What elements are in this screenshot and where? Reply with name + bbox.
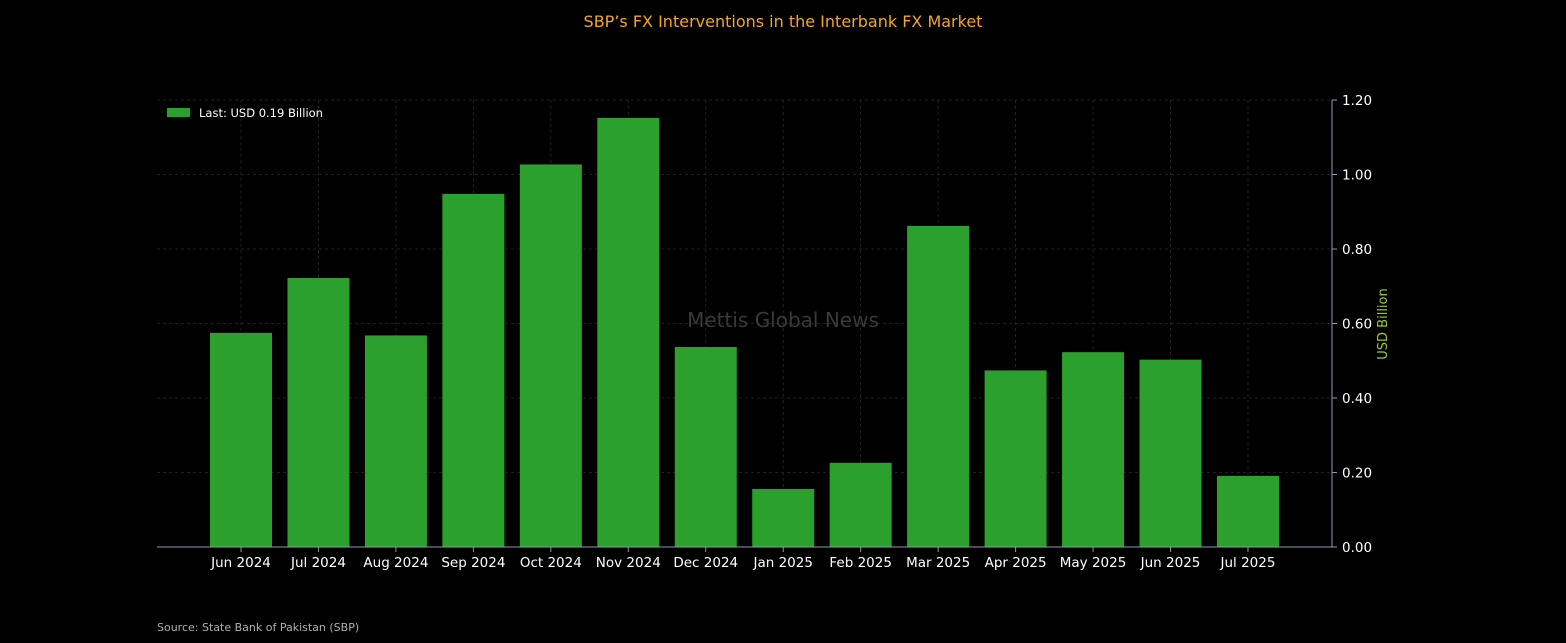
- x-tick-label: Jan 2025: [752, 555, 812, 571]
- x-tick-label: Jul 2024: [290, 555, 346, 571]
- watermark: Mettis Global News: [687, 308, 879, 332]
- bar: [984, 370, 1047, 547]
- x-tick-label: Feb 2025: [829, 555, 892, 571]
- x-tick-label: Sep 2024: [441, 555, 505, 571]
- x-tick-label: Dec 2024: [673, 555, 738, 571]
- y-tick-label: 1.00: [1342, 168, 1372, 184]
- bar: [519, 164, 582, 547]
- bar: [442, 193, 505, 547]
- bar: [287, 278, 350, 547]
- axes: [157, 99, 1337, 552]
- bar: [364, 335, 427, 547]
- legend: Last: USD 0.19 Billion: [167, 106, 323, 120]
- legend-label: Last: USD 0.19 Billion: [199, 106, 323, 120]
- y-tick-label: 0.20: [1342, 466, 1372, 482]
- bar: [752, 488, 815, 547]
- y-tick-label: 1.20: [1342, 93, 1372, 109]
- bar: [1216, 475, 1279, 547]
- x-tick-label: May 2025: [1060, 555, 1127, 571]
- x-tick-label: Nov 2024: [596, 555, 661, 571]
- x-tick-label: Apr 2025: [985, 555, 1047, 571]
- x-tick-label: Jul 2025: [1220, 555, 1276, 571]
- y-axis-label: USD Billion: [1376, 288, 1391, 359]
- bar: [829, 462, 892, 547]
- y-tick-label: 0.40: [1342, 391, 1372, 407]
- bar: [1139, 359, 1202, 547]
- legend-swatch: [167, 108, 190, 117]
- bar: [597, 117, 660, 547]
- x-tick-label: Jun 2025: [1140, 555, 1201, 571]
- y-tick-label: 0.00: [1342, 540, 1372, 556]
- x-tick-label: Mar 2025: [906, 555, 970, 571]
- chart-title: SBP’s FX Interventions in the Interbank …: [584, 12, 983, 31]
- y-tick-labels: 0.00 0.20 0.40 0.60 0.80 1.00 1.20: [1342, 93, 1372, 556]
- bar: [907, 225, 970, 547]
- y-tick-label: 0.60: [1342, 317, 1372, 333]
- x-tick-label: Oct 2024: [520, 555, 582, 571]
- bar: [210, 332, 272, 547]
- y-tick-label: 0.80: [1342, 242, 1372, 258]
- x-tick-label: Aug 2024: [363, 555, 428, 571]
- x-tick-label: Jun 2024: [210, 555, 271, 571]
- x-tick-labels: Jun 2024 Jul 2024 Aug 2024 Sep 2024 Oct 2024…: [210, 555, 1275, 571]
- bar-series: [210, 117, 1279, 547]
- bar: [1062, 352, 1125, 547]
- source-note: Source: State Bank of Pakistan (SBP): [157, 621, 359, 634]
- bar: [674, 346, 737, 547]
